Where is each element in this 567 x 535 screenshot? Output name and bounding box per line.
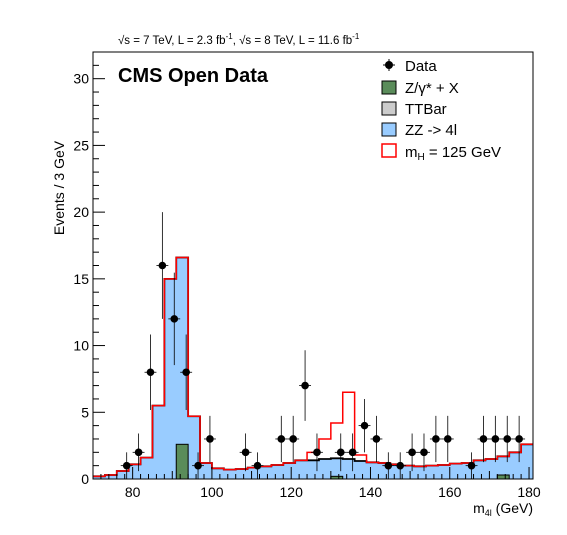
data-point: [467, 461, 476, 470]
data-point: [146, 368, 155, 377]
x-tick-label: 160: [438, 484, 462, 500]
data-point: [277, 435, 286, 443]
data-point: [134, 448, 143, 457]
x-tick-label: 140: [359, 484, 383, 500]
legend: Data Z/γ* + X TTBar ZZ -> 4l mH = 125 Ge…: [381, 58, 501, 163]
legend-label-zx: Z/γ* + X: [405, 80, 459, 97]
axes: 80 100 120 140 160 180 0 5 10 15 20 25 30: [73, 51, 541, 500]
data-point: [289, 435, 297, 443]
data-point: [360, 421, 369, 430]
legend-zx-swatch: [381, 80, 397, 95]
x-tick-label: 100: [200, 484, 224, 500]
y-tick-label: 25: [73, 137, 89, 153]
legend-label-ttbar: TTBar: [405, 101, 447, 118]
legend-entry-signal: mH = 125 GeV: [381, 143, 501, 163]
data-point: [491, 435, 500, 443]
x-axis-title-unit: (GeV): [492, 500, 533, 516]
data-point: [443, 435, 452, 443]
y-tick-label: 30: [73, 71, 89, 87]
data-point: [503, 435, 512, 443]
header-part-2: , √s = 8 TeV, L = 11.6 fb: [233, 34, 352, 47]
header-part-1: √s = 7 TeV, L = 2.3 fb: [118, 34, 226, 47]
data-point: [432, 435, 440, 443]
data-points: [120, 212, 526, 479]
legend-entry-ttbar: TTBar: [381, 101, 447, 118]
data-point: [408, 448, 416, 457]
data-point: [206, 435, 214, 443]
data-point: [194, 461, 202, 470]
data-point: [396, 461, 405, 470]
cms-title: CMS Open Data: [118, 65, 269, 87]
x-tick-label: 180: [517, 484, 541, 500]
x-tick-label: 120: [280, 484, 304, 500]
data-point: [420, 448, 428, 457]
data-point: [384, 461, 393, 470]
zx-bar: [175, 443, 189, 480]
x-axis-title: m4l (GeV): [473, 500, 533, 518]
data-point: [253, 461, 262, 470]
luminosity-header: √s = 7 TeV, L = 2.3 fb-1, √s = 8 TeV, L …: [118, 32, 360, 47]
data-point: [348, 448, 357, 457]
data-point: [301, 381, 309, 390]
y-tick-label: 0: [81, 471, 89, 487]
legend-entry-data: Data: [383, 58, 437, 75]
legend-signal-tail: = 125 GeV: [425, 144, 501, 161]
data-point: [479, 435, 488, 443]
legend-ttbar-swatch: [381, 101, 397, 116]
legend-label-zz: ZZ -> 4l: [405, 122, 457, 139]
data-point: [122, 461, 131, 470]
data-point: [182, 368, 190, 377]
legend-signal-m: m: [405, 144, 418, 161]
x-axis-title-sub: 4l: [485, 508, 492, 518]
data-point: [515, 435, 523, 443]
legend-data-marker: [385, 61, 393, 69]
legend-entry-zx: Z/γ* + X: [381, 80, 459, 97]
y-axis-title: Events / 3 GeV: [51, 140, 67, 235]
background-stack: [93, 256, 533, 480]
legend-label-signal: mH = 125 GeV: [405, 144, 501, 163]
zz-area: [93, 257, 533, 479]
y-tick-label: 15: [73, 271, 89, 287]
legend-entry-zz: ZZ -> 4l: [381, 122, 457, 139]
legend-signal-sub: H: [418, 152, 425, 163]
data-point: [372, 435, 381, 443]
plot-frame: [92, 51, 534, 480]
data-point: [241, 448, 250, 457]
data-point: [336, 448, 345, 457]
legend-label-data: Data: [405, 58, 437, 75]
y-tick-label: 20: [73, 204, 89, 220]
data-point: [158, 261, 167, 270]
data-point: [313, 448, 321, 457]
header-exp-2: -1: [352, 32, 360, 41]
legend-signal-swatch: [381, 143, 397, 158]
zx-bar: [496, 474, 510, 480]
y-tick-label: 10: [73, 338, 89, 354]
x-axis-title-main: m: [473, 500, 485, 516]
legend-zz-swatch: [381, 122, 397, 137]
y-tick-label: 5: [81, 404, 89, 420]
data-point: [170, 315, 179, 323]
header-exp-1: -1: [226, 32, 234, 41]
x-tick-label: 80: [125, 484, 141, 500]
